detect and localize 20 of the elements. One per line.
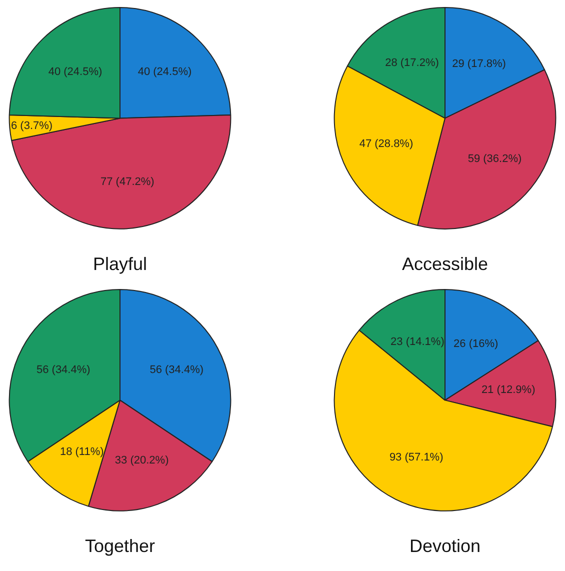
data-label: 47 (28.8%) (359, 138, 414, 150)
data-label: 28 (17.2%) (385, 57, 439, 70)
data-label: 26 (16%) (454, 338, 498, 350)
text: Accessible (402, 254, 488, 274)
data-label: 33 (20.2%) (114, 454, 169, 467)
data-label: 77 (47.2%) (100, 176, 154, 188)
data-label: 59 (36.2%) (468, 152, 522, 165)
text: Devotion (409, 536, 481, 556)
data-label: 40 (24.5%) (48, 66, 102, 78)
data-label: 93 (57.1%) (389, 452, 444, 464)
data-label: 56 (34.4%) (36, 364, 90, 376)
data-label: 6 (3.7%) (10, 120, 53, 132)
data-label: 56 (34.4%) (150, 364, 204, 376)
data-label: 18 (11%) (60, 446, 104, 458)
text: Together (84, 536, 156, 556)
data-label: 40 (24.5%) (138, 66, 192, 78)
data-label: 21 (12.9%) (481, 384, 536, 396)
data-label: 29 (17.8%) (452, 58, 506, 70)
text: Playful (92, 254, 148, 274)
data-label: 23 (14.1%) (390, 336, 444, 348)
